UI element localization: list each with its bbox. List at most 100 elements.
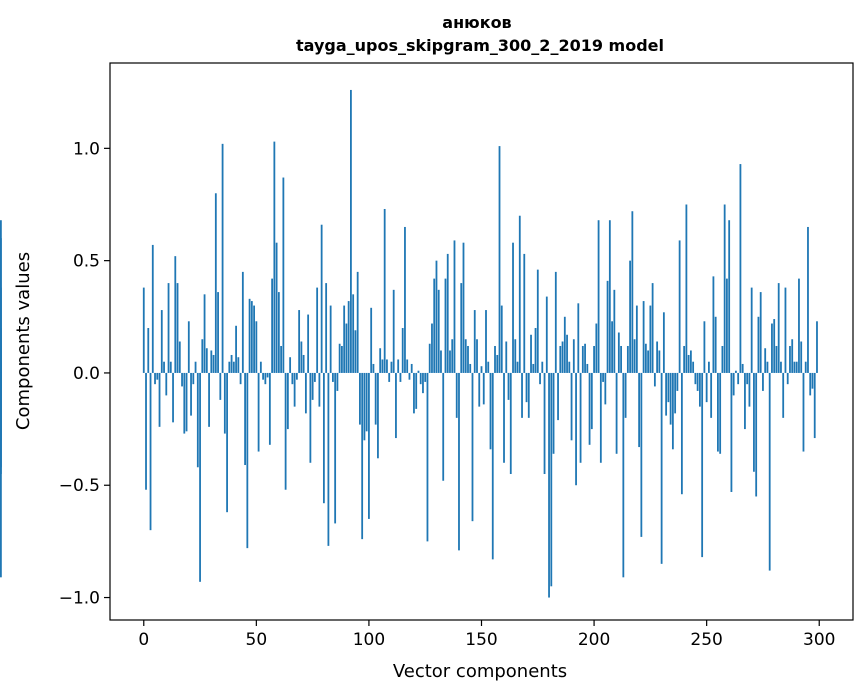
bar-249 <box>703 321 706 373</box>
bar-222 <box>642 301 645 373</box>
bar-128 <box>431 323 433 373</box>
bar-20 <box>187 321 190 373</box>
bar-202 <box>597 220 600 373</box>
bar-190 <box>570 372 573 441</box>
bar-92 <box>350 89 352 373</box>
bar-6 <box>156 372 159 380</box>
bar-180 <box>548 372 550 598</box>
bar-218 <box>633 339 636 373</box>
bar-172 <box>530 334 532 373</box>
bar-70 <box>300 341 303 373</box>
bar-30 <box>210 350 213 373</box>
bar-239 <box>680 372 683 495</box>
bar-90 <box>345 323 348 373</box>
bar-27 <box>203 294 206 373</box>
bar-244 <box>692 361 695 373</box>
bar-241 <box>685 204 688 373</box>
bar-131 <box>437 289 440 373</box>
bar-213 <box>622 372 625 578</box>
bar-179 <box>545 296 548 373</box>
bar-224 <box>647 350 650 373</box>
bar-5 <box>154 372 156 385</box>
bar-191 <box>572 339 575 373</box>
bar-36 <box>223 372 226 434</box>
bar-178 <box>543 372 546 475</box>
bar-162 <box>507 372 510 400</box>
bar-257 <box>721 345 724 373</box>
x-tick-label-100: 100 <box>353 630 385 650</box>
bar-219 <box>635 305 638 373</box>
bar-101 <box>370 307 373 373</box>
bar-113 <box>397 359 400 373</box>
bar-80 <box>322 372 325 504</box>
bar-260 <box>728 220 731 373</box>
bar-232 <box>665 372 668 416</box>
y-tick-label-2: 0.0 <box>73 364 100 384</box>
bar-54 <box>264 372 267 385</box>
bar-153 <box>487 361 490 373</box>
bar-undefined <box>0 372 2 578</box>
ticks-group: 0 50 100 150 200 250 300 −1.0 −0.5 0.0 0.5 1.0 <box>59 139 836 650</box>
bar-114 <box>399 372 402 382</box>
bar-158 <box>498 146 501 373</box>
bar-280 <box>773 319 776 373</box>
bar-253 <box>712 276 715 373</box>
bar-8 <box>160 310 163 373</box>
x-tick-label-300: 300 <box>803 630 835 650</box>
bar-165 <box>514 339 517 373</box>
bar-197 <box>586 363 589 373</box>
bar-199 <box>590 372 593 430</box>
bar-203 <box>599 372 602 463</box>
bar-58 <box>273 141 276 373</box>
bar-95 <box>356 271 359 373</box>
bar-299 <box>816 321 818 373</box>
bar-296 <box>809 372 812 396</box>
bar-243 <box>689 350 692 373</box>
bar-48 <box>250 301 253 373</box>
bar-291 <box>798 278 800 373</box>
bar-204 <box>602 372 604 382</box>
bar-217 <box>631 211 634 373</box>
bar-235 <box>671 372 674 450</box>
bar-227 <box>653 372 656 387</box>
bar-269 <box>748 372 751 407</box>
bar-14 <box>174 256 177 373</box>
bar-207 <box>608 220 611 373</box>
bar-154 <box>489 372 492 450</box>
bar-223 <box>644 343 647 373</box>
bar-221 <box>640 372 643 537</box>
bar-28 <box>205 348 208 373</box>
bar-168 <box>521 372 523 418</box>
bar-87 <box>338 343 341 373</box>
bar-254 <box>714 316 717 373</box>
bar-248 <box>701 372 704 558</box>
bar-116 <box>404 226 406 373</box>
bar-82 <box>327 372 330 546</box>
bar-42 <box>237 357 240 373</box>
bar-53 <box>262 372 264 380</box>
bar-10 <box>165 372 168 396</box>
bar-288 <box>791 339 794 373</box>
bar-237 <box>676 372 679 391</box>
bar-2 <box>147 328 150 373</box>
bar-174 <box>534 328 537 373</box>
bar-234 <box>669 372 672 425</box>
bar-294 <box>804 361 807 373</box>
bar-142 <box>462 242 465 373</box>
bar-89 <box>343 305 346 373</box>
bar-236 <box>674 372 677 414</box>
bar-59 <box>275 242 278 373</box>
bar-139 <box>455 372 458 418</box>
bar-147 <box>473 310 476 373</box>
bar-245 <box>694 372 697 385</box>
bar-99 <box>365 372 368 432</box>
bar-49 <box>253 305 255 373</box>
y-tick-label-0: −1.0 <box>59 589 100 609</box>
bar-159 <box>500 305 503 373</box>
bar-252 <box>710 372 713 418</box>
bar-4 <box>151 244 154 373</box>
bar-135 <box>446 253 449 373</box>
bar-112 <box>395 372 397 439</box>
bar-35 <box>221 143 224 373</box>
